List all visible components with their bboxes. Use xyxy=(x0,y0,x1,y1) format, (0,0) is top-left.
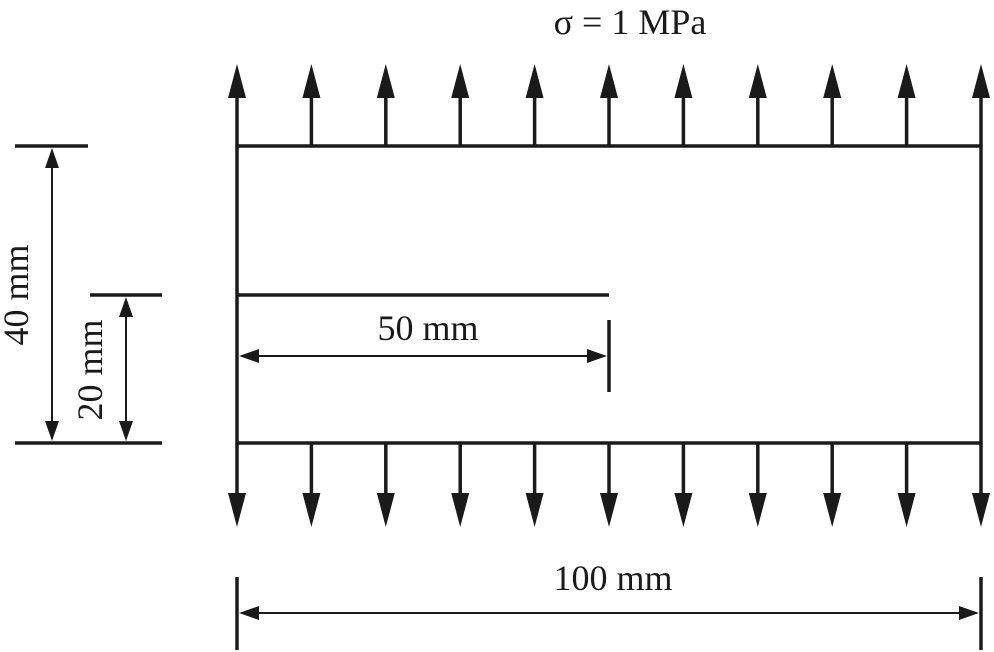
arrowhead-left-icon xyxy=(239,349,259,363)
arrowhead-up-icon xyxy=(525,64,544,98)
arrowhead-down-icon xyxy=(525,493,544,527)
arrowhead-up-icon xyxy=(897,64,916,98)
bottom-load-arrows xyxy=(228,443,990,527)
arrowhead-up-icon xyxy=(228,64,246,98)
label-40mm: 40 mm xyxy=(0,244,36,345)
label-20mm: 20 mm xyxy=(70,319,110,420)
arrowhead-down-icon xyxy=(376,493,395,527)
arrowhead-down-icon xyxy=(972,493,990,527)
stress-label: σ = 1 MPa xyxy=(554,2,707,42)
label-100mm: 100 mm xyxy=(553,558,672,598)
arrowhead-down-icon xyxy=(823,493,842,527)
arrowhead-down-icon xyxy=(302,493,321,527)
arrowhead-down-icon xyxy=(748,493,767,527)
label-50mm: 50 mm xyxy=(377,308,478,348)
arrowhead-right-icon xyxy=(959,606,979,620)
dimension-50mm: 50 mm xyxy=(239,308,611,392)
arrowhead-down-icon xyxy=(897,493,916,527)
arrowhead-up-icon xyxy=(45,148,59,168)
dimension-20mm: 20 mm xyxy=(70,293,162,441)
arrowhead-right-icon xyxy=(587,349,607,363)
top-load-arrows xyxy=(228,64,990,146)
arrowhead-up-icon xyxy=(674,64,693,98)
arrowhead-down-icon xyxy=(45,421,59,441)
arrowhead-down-icon xyxy=(674,493,693,527)
arrowhead-up-icon xyxy=(748,64,767,98)
dimension-40mm: 40 mm xyxy=(0,144,162,445)
dimension-100mm: 100 mm xyxy=(235,558,983,650)
arrowhead-up-icon xyxy=(302,64,321,98)
arrowhead-left-icon xyxy=(239,606,259,620)
arrowhead-up-icon xyxy=(823,64,842,98)
arrowhead-down-icon xyxy=(228,493,246,527)
arrowhead-up-icon xyxy=(119,297,133,317)
arrowhead-up-icon xyxy=(972,64,990,98)
arrowhead-down-icon xyxy=(119,421,133,441)
arrowhead-up-icon xyxy=(376,64,395,98)
arrowhead-down-icon xyxy=(451,493,470,527)
arrowhead-up-icon xyxy=(451,64,470,98)
arrowhead-up-icon xyxy=(600,64,618,98)
arrowhead-down-icon xyxy=(600,493,618,527)
